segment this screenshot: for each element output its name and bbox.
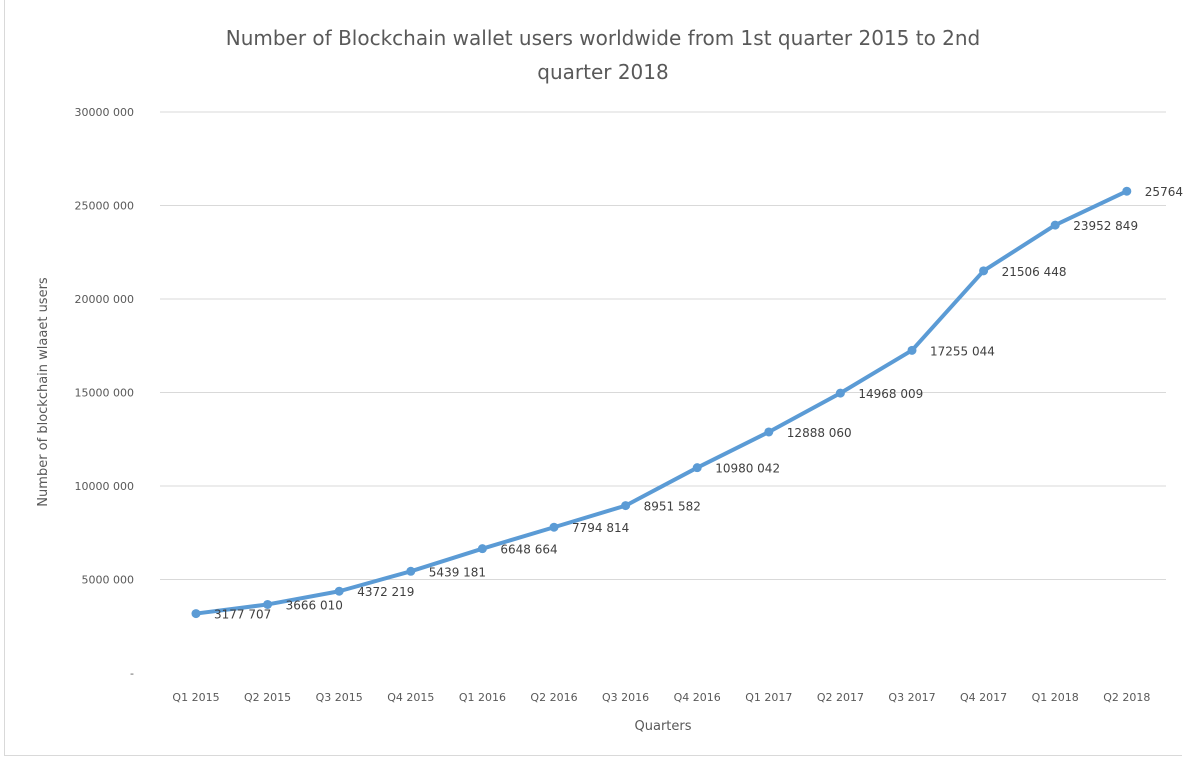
data-label: 4372 219 — [357, 585, 414, 599]
x-tick-label: Q2 2018 — [1103, 691, 1150, 704]
data-label: 10980 042 — [715, 462, 780, 476]
y-axis-title: Number of blockchain wlaaet users — [36, 277, 51, 507]
data-point — [334, 586, 344, 596]
data-point — [191, 609, 201, 619]
data-label: 3666 010 — [286, 598, 343, 612]
chart-title-line-1: Number of Blockchain wallet users worldw… — [226, 26, 981, 50]
data-label: 14968 009 — [858, 387, 923, 401]
y-tick-label: 15000 000 — [75, 387, 135, 400]
data-label: 8951 582 — [644, 500, 701, 514]
data-point — [263, 599, 273, 609]
x-tick-label: Q2 2017 — [817, 691, 864, 704]
x-tick-label: Q2 2015 — [244, 691, 291, 704]
data-point — [835, 388, 845, 398]
y-tick-label: 25000 000 — [75, 200, 135, 213]
chart-title: Number of Blockchain wallet users worldw… — [226, 26, 981, 84]
data-point — [979, 266, 989, 276]
x-tick-label: Q3 2016 — [602, 691, 649, 704]
data-point — [1050, 220, 1060, 230]
data-point — [621, 501, 631, 511]
y-tick-label: - — [130, 667, 134, 680]
chart-frame — [4, 0, 1182, 756]
data-label: 5439 181 — [429, 565, 486, 579]
x-tick-label: Q3 2015 — [316, 691, 363, 704]
x-tick-label: Q4 2015 — [387, 691, 434, 704]
data-label: 12888 060 — [787, 426, 852, 440]
data-label: 7794 814 — [572, 521, 629, 535]
data-point — [406, 566, 416, 576]
x-tick-label: Q1 2016 — [459, 691, 506, 704]
x-tick-label: Q1 2017 — [745, 691, 792, 704]
x-tick-label: Q3 2017 — [888, 691, 935, 704]
data-point — [1122, 186, 1132, 196]
data-point — [477, 544, 487, 554]
chart-title-line-2: quarter 2018 — [537, 60, 668, 84]
y-axis-tick-labels: - 5000 000 10000 000 15000 000 20000 000 2500… — [75, 106, 135, 680]
data-point — [549, 522, 559, 532]
x-tick-label: Q1 2015 — [172, 691, 219, 704]
data-labels: 3177 707 3666 010 4372 219 5439 181 6648 664… — [214, 185, 1184, 621]
x-tick-label: Q2 2016 — [530, 691, 577, 704]
data-point — [764, 427, 774, 437]
x-axis-tick-labels: Q1 2015 Q2 2015 Q3 2015 Q4 2015 Q1 2016 Q2 20… — [172, 691, 1150, 704]
y-tick-label: 5000 000 — [82, 574, 135, 587]
data-label: 23952 849 — [1073, 219, 1138, 233]
data-point — [692, 463, 702, 473]
series-line — [194, 189, 1129, 616]
x-tick-label: Q4 2016 — [674, 691, 721, 704]
y-tick-label: 10000 000 — [75, 480, 135, 493]
data-label: 25764 015 — [1145, 185, 1184, 199]
data-point — [907, 345, 917, 355]
x-tick-label: Q1 2018 — [1032, 691, 1079, 704]
data-label: 3177 707 — [214, 608, 271, 622]
data-label: 6648 664 — [500, 543, 557, 557]
data-label: 21506 448 — [1002, 265, 1067, 279]
y-tick-label: 20000 000 — [75, 293, 135, 306]
data-label: 17255 044 — [930, 344, 995, 358]
x-tick-label: Q4 2017 — [960, 691, 1007, 704]
x-axis-title: Quarters — [635, 719, 692, 734]
series-group — [191, 186, 1132, 619]
y-tick-label: 30000 000 — [75, 106, 135, 119]
